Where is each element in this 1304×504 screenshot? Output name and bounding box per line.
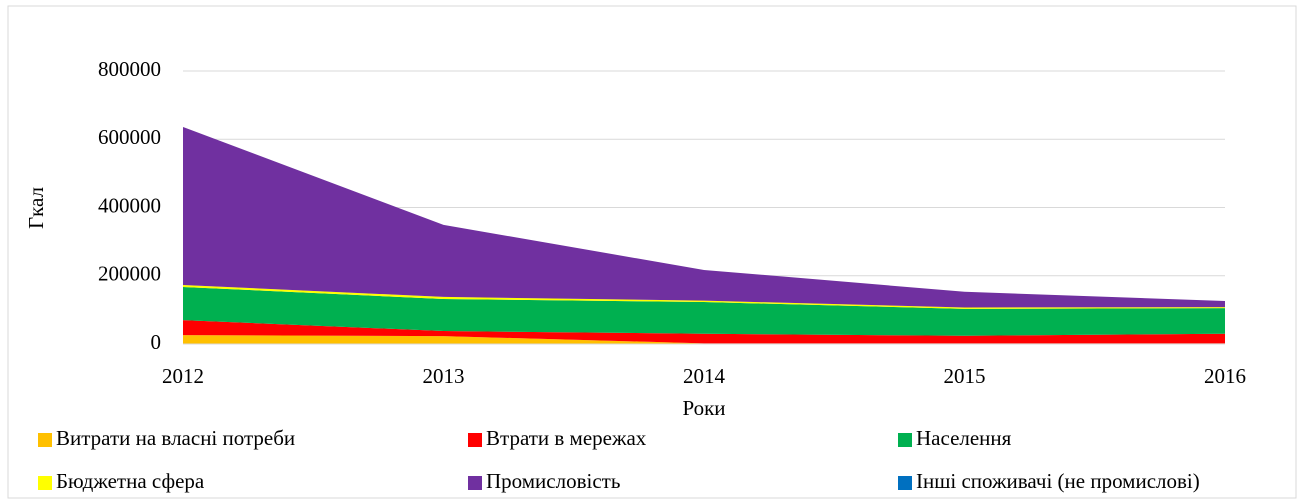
- y-tick-label: 200000: [98, 262, 161, 286]
- x-tick-label: 2014: [683, 364, 726, 388]
- legend-swatch: [468, 476, 482, 490]
- y-axis-label: Гкал: [24, 187, 48, 229]
- legend-label: Інші споживачі (не промислові): [916, 469, 1200, 493]
- legend-swatch: [898, 476, 912, 490]
- legend-swatch: [38, 433, 52, 447]
- x-tick-label: 2015: [944, 364, 986, 388]
- y-tick-label: 800000: [98, 57, 161, 81]
- legend-swatch: [38, 476, 52, 490]
- y-tick-label: 600000: [98, 125, 161, 149]
- x-axis-label: Роки: [682, 396, 725, 420]
- x-tick-label: 2013: [423, 364, 465, 388]
- legend-label: Промисловість: [486, 469, 620, 493]
- x-tick-label: 2016: [1204, 364, 1246, 388]
- y-tick-label: 400000: [98, 193, 161, 217]
- legend-label: Бюджетна сфера: [56, 469, 205, 493]
- legend-label: Втрати в мережах: [486, 426, 647, 450]
- area: [183, 126, 1225, 308]
- legend-swatch: [468, 433, 482, 447]
- legend-swatch: [898, 433, 912, 447]
- x-tick-label: 2012: [162, 364, 204, 388]
- area: [183, 287, 1225, 336]
- legend-label: Населення: [916, 426, 1012, 450]
- legend-label: Витрати на власні потреби: [56, 426, 295, 450]
- area: [183, 335, 1225, 344]
- area: [183, 320, 1225, 344]
- y-tick-label: 0: [151, 330, 162, 354]
